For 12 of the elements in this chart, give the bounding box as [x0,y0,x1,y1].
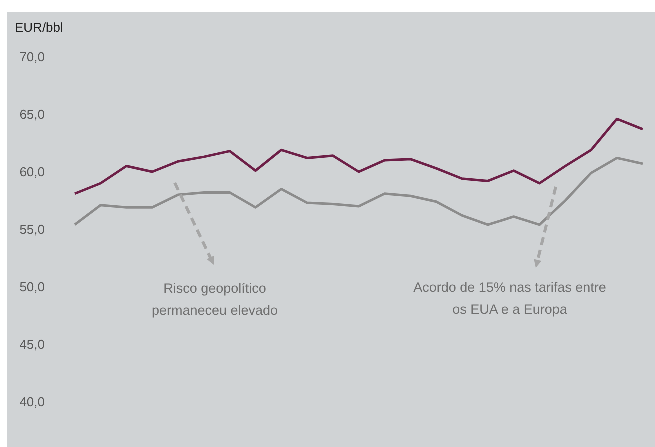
y-axis-title: EUR/bbl [15,20,64,35]
y-tick-label: 70,0 [20,50,45,65]
y-tick-label: 60,0 [20,164,45,180]
y-tick-label: 65,0 [20,107,45,122]
annotation: Risco geopolítico permaneceu elevado [150,280,280,320]
y-tick-label: 45,0 [20,337,45,352]
line-series [74,156,644,226]
line-series [74,118,644,196]
y-tick-label: 50,0 [20,280,45,295]
y-tick-label: 40,0 [20,394,45,410]
y-tick-label: 55,0 [20,222,45,238]
annotation: Acordo de 15% nas tarifas entre os EUA e a Europa [412,279,608,319]
